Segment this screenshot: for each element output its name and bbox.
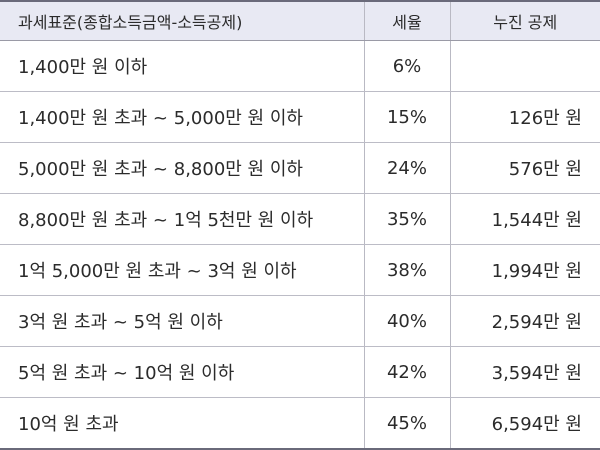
table-row: 3억 원 초과 ~ 5억 원 이하 40% 2,594만 원 (0, 295, 600, 347)
table-row: 1억 5,000만 원 초과 ~ 3억 원 이하 38% 1,994만 원 (0, 244, 600, 296)
progressive-deduction: 6,594만 원 (449, 397, 600, 450)
header-row: 과세표준(종합소득금액-소득공제) 세율 누진 공제 (0, 0, 600, 41)
progressive-deduction: 3,594만 원 (449, 346, 600, 398)
tax-rate: 24% (363, 142, 450, 194)
tax-base-range: 1,400만 원 이하 (0, 40, 364, 92)
tax-rate: 35% (363, 193, 450, 245)
tax-rate: 6% (363, 40, 450, 92)
header-tax-base: 과세표준(종합소득금액-소득공제) (0, 0, 364, 41)
tax-rate: 45% (363, 397, 450, 450)
table-row: 1,400만 원 초과 ~ 5,000만 원 이하 15% 126만 원 (0, 91, 600, 143)
table-body: 1,400만 원 이하 6% 1,400만 원 초과 ~ 5,000만 원 이하… (0, 40, 600, 450)
tax-base-range: 10억 원 초과 (0, 397, 364, 450)
tax-rate: 40% (363, 295, 450, 347)
progressive-deduction: 1,994만 원 (449, 244, 600, 296)
progressive-deduction (449, 40, 600, 92)
tax-base-range: 3억 원 초과 ~ 5억 원 이하 (0, 295, 364, 347)
tax-base-range: 5,000만 원 초과 ~ 8,800만 원 이하 (0, 142, 364, 194)
table-row: 5억 원 초과 ~ 10억 원 이하 42% 3,594만 원 (0, 346, 600, 398)
header-tax-rate: 세율 (363, 0, 450, 41)
tax-base-range: 8,800만 원 초과 ~ 1억 5천만 원 이하 (0, 193, 364, 245)
tax-rate: 38% (363, 244, 450, 296)
table-row: 8,800만 원 초과 ~ 1억 5천만 원 이하 35% 1,544만 원 (0, 193, 600, 245)
progressive-deduction: 2,594만 원 (449, 295, 600, 347)
table-row: 5,000만 원 초과 ~ 8,800만 원 이하 24% 576만 원 (0, 142, 600, 194)
table-row: 1,400만 원 이하 6% (0, 40, 600, 92)
tax-base-range: 1,400만 원 초과 ~ 5,000만 원 이하 (0, 91, 364, 143)
header-progressive-deduction: 누진 공제 (449, 0, 600, 41)
tax-rate: 15% (363, 91, 450, 143)
tax-base-range: 5억 원 초과 ~ 10억 원 이하 (0, 346, 364, 398)
tax-base-range: 1억 5,000만 원 초과 ~ 3억 원 이하 (0, 244, 364, 296)
progressive-deduction: 1,544만 원 (449, 193, 600, 245)
progressive-deduction: 576만 원 (449, 142, 600, 194)
table-row: 10억 원 초과 45% 6,594만 원 (0, 397, 600, 450)
table-header: 과세표준(종합소득금액-소득공제) 세율 누진 공제 (0, 0, 600, 41)
tax-rate: 42% (363, 346, 450, 398)
progressive-deduction: 126만 원 (449, 91, 600, 143)
